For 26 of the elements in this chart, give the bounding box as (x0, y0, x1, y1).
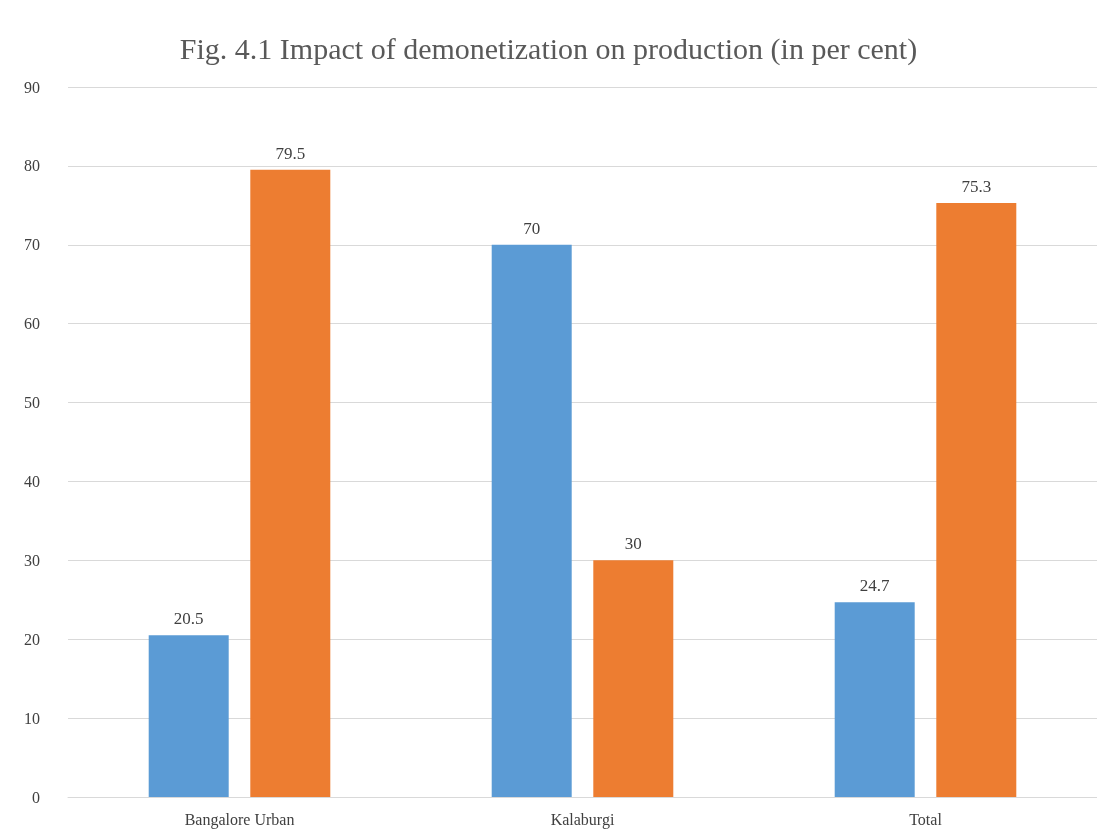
bar (834, 602, 915, 797)
data-label: 70 (523, 218, 541, 238)
data-label: 30 (624, 534, 642, 554)
y-tick-label: 60 (24, 315, 40, 333)
data-label: 79.5 (275, 143, 306, 163)
bar (593, 560, 674, 797)
y-tick-label: 80 (24, 157, 40, 175)
x-tick-label: Kalaburgi (550, 810, 615, 829)
y-tick-label: 50 (24, 394, 40, 412)
y-tick-label: 30 (24, 551, 40, 569)
y-tick-label: 90 (24, 78, 40, 96)
y-tick-label: 10 (24, 709, 40, 727)
data-label: 20.5 (173, 609, 204, 629)
bar (250, 169, 331, 797)
data-label: 24.7 (859, 576, 891, 596)
y-tick-label: 20 (24, 630, 40, 648)
x-tick-label: Bangalore Urban (184, 810, 295, 829)
x-tick-label: Total (909, 810, 943, 828)
bar (491, 244, 572, 797)
y-tick-label: 70 (24, 236, 40, 254)
data-label: 75.3 (961, 176, 992, 196)
chart-title: Fig. 4.1 Impact of demonetization on production (in per cent) (179, 31, 918, 66)
y-tick-label: 0 (32, 788, 40, 806)
y-tick-label: 40 (24, 472, 40, 490)
bar (936, 202, 1017, 797)
bar (148, 635, 229, 797)
